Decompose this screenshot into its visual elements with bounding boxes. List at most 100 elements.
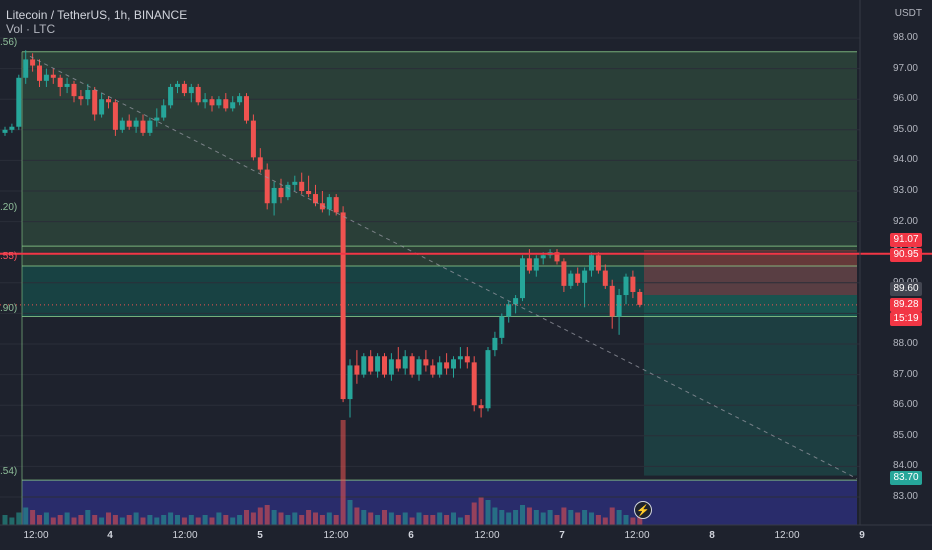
candle-body	[319, 203, 325, 210]
candle	[623, 273, 629, 305]
candle-body	[43, 74, 49, 81]
volume-bar	[382, 510, 387, 525]
candle	[568, 270, 574, 289]
candle	[554, 249, 560, 265]
volume-bar	[430, 515, 436, 525]
volume-bar	[99, 517, 105, 525]
candle-body	[554, 252, 560, 262]
x-tick-label: 9	[859, 530, 865, 541]
candle	[112, 99, 118, 136]
candle-body	[154, 117, 160, 121]
volume-bar	[326, 512, 332, 525]
price-tag-target: 91.07	[890, 233, 922, 247]
candle	[616, 288, 622, 335]
flash-icon[interactable]: ⚡	[634, 501, 652, 519]
candle-body	[106, 99, 111, 103]
volume-bar	[244, 510, 249, 525]
candle-body	[85, 90, 91, 100]
volume-bar	[340, 420, 346, 525]
volume-bar	[547, 510, 553, 525]
candle-body	[533, 258, 539, 271]
candle-body	[2, 129, 8, 133]
volume-bar	[582, 510, 588, 525]
candle-body	[23, 59, 29, 78]
volume-bar	[112, 515, 118, 525]
candle-body	[637, 291, 643, 305]
volume-bar	[561, 507, 567, 525]
candle	[202, 93, 208, 109]
volume-bar	[409, 517, 415, 525]
x-tick-label: 5	[257, 530, 263, 541]
candle	[92, 86, 98, 121]
candle-body	[99, 99, 105, 115]
candle	[485, 347, 491, 412]
volume-bar	[43, 512, 49, 525]
candle-body	[609, 285, 615, 317]
candle	[78, 90, 84, 106]
candle	[430, 359, 436, 378]
candle-body	[451, 359, 456, 369]
candle-body	[561, 261, 567, 286]
price-tag-last: 89.28	[890, 298, 922, 312]
y-tick-label: 94.00	[892, 154, 918, 166]
candle	[561, 258, 567, 292]
candle	[216, 96, 222, 109]
volume-bar	[223, 515, 229, 525]
volume-bar	[609, 507, 615, 525]
candle-body	[326, 197, 332, 210]
symbol-title[interactable]: Litecoin / TetherUS, 1h, BINANCE	[6, 8, 188, 22]
candle-body	[195, 86, 201, 103]
volume-indicator-label[interactable]: Vol · LTC	[6, 22, 56, 36]
candle	[16, 74, 22, 130]
candle-body	[292, 181, 298, 185]
chart-legend: Litecoin / TetherUS, 1h, BINANCE Vol · L…	[6, 8, 187, 36]
candle-body	[368, 356, 374, 372]
volume-bar	[388, 512, 394, 525]
volume-bar	[526, 507, 532, 525]
candle-body	[575, 273, 581, 283]
y-tick-label: 86.00	[892, 399, 918, 411]
candle	[9, 123, 15, 133]
volume-bar	[444, 515, 450, 525]
candle	[319, 191, 325, 213]
candle-body	[520, 258, 525, 299]
volume-bar	[71, 517, 77, 525]
volume-bars	[2, 420, 643, 525]
candle	[375, 353, 381, 378]
candle-body	[306, 191, 312, 195]
candle-body	[499, 316, 505, 338]
candle-body	[589, 255, 594, 271]
candle	[423, 350, 429, 372]
price-tag-line: 90.95	[890, 248, 922, 262]
candle-body	[354, 365, 360, 375]
volume-bar	[2, 515, 8, 525]
volume-bar	[119, 517, 125, 525]
volume-bar	[161, 515, 167, 525]
volume-bar	[602, 517, 608, 525]
trend-line	[29, 55, 858, 480]
candle	[37, 59, 42, 87]
candle	[257, 148, 263, 173]
candle-body	[616, 295, 622, 317]
candle-body	[382, 356, 387, 375]
volume-bar	[319, 515, 325, 525]
candle	[609, 279, 615, 329]
candle-body	[430, 365, 436, 375]
volume-bar	[595, 515, 601, 525]
y-tick-label: 85.00	[892, 429, 918, 441]
volume-bar	[154, 517, 160, 525]
candle-body	[64, 83, 70, 87]
candle	[416, 356, 422, 381]
x-tick-label: 6	[408, 530, 414, 541]
candle-body	[223, 99, 229, 109]
candle	[382, 353, 387, 378]
candle	[402, 350, 408, 375]
candle-body	[140, 120, 146, 133]
candle-body	[92, 90, 98, 115]
candle	[99, 93, 105, 118]
candle	[71, 80, 77, 103]
y-tick-label: 97.00	[892, 62, 918, 74]
candle-body	[540, 255, 546, 259]
volume-bar	[368, 512, 374, 525]
